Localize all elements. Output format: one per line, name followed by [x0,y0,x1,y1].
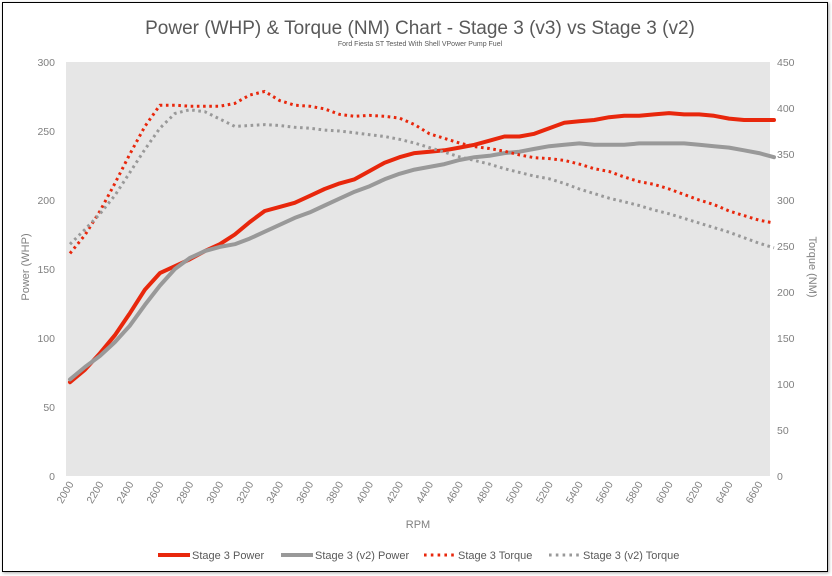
y2-tick-label: 150 [777,333,795,345]
y-tick-label: 300 [37,57,55,69]
y2-tick-label: 0 [777,471,783,483]
x-tick-label: 3400 [264,479,286,505]
legend-label: Stage 3 Power [192,550,264,562]
legend-label: Stage 3 (v2) Power [315,550,409,562]
x-tick-label: 2400 [114,479,136,505]
y-tick-label: 150 [37,264,55,276]
x-tick-label: 5800 [624,479,646,505]
y2-tick-label: 450 [777,57,795,69]
chart-legend: Stage 3 Power Stage 3 (v2) Power Stage 3 T… [158,550,679,562]
x-tick-label: 3800 [324,479,346,505]
x-tick-label: 6000 [654,479,676,505]
y2-tick-label: 100 [777,379,795,391]
y2-tick-label: 250 [777,241,795,253]
y-axis-label: Power (WHP) [20,233,32,300]
x-tick-label: 4200 [384,479,406,505]
x-axis-ticks: 2000 2200 2400 2600 2800 3000 3200 3400 3600 3800… [55,479,766,505]
series-line-stage-3-v2-torque [68,108,775,250]
x-tick-label: 2800 [174,479,196,505]
y2-tick-label: 350 [777,149,795,161]
y2-tick-label: 400 [777,103,795,115]
series-layer [68,89,776,385]
x-tick-label: 2000 [55,479,77,505]
y-axis-ticks: 0 50 100 150 200 250 300 [37,57,55,483]
x-tick-label: 5000 [504,479,526,505]
x-tick-label: 5400 [564,479,586,505]
x-tick-label: 4800 [474,479,496,505]
x-tick-label: 4000 [354,479,376,505]
y2-axis-label: Torque (NM) [806,236,818,297]
series-line-stage-3-torque [68,89,775,255]
x-tick-label: 2600 [144,479,166,505]
y2-tick-label: 300 [777,195,795,207]
chart-subtitle: Ford Fiesta ST Tested With Shell VPower … [338,41,503,48]
x-tick-label: 6400 [714,479,736,505]
legend-label: Stage 3 (v2) Torque [583,550,679,562]
x-tick-label: 5600 [594,479,616,505]
chart-title: Power (WHP) & Torque (NM) Chart - Stage … [145,18,695,39]
x-tick-label: 6600 [744,479,766,505]
y-tick-label: 200 [37,195,55,207]
power-torque-chart: Power (WHP) & Torque (NM) Chart - Stage … [20,18,818,562]
y-tick-label: 100 [37,333,55,345]
legend-label: Stage 3 Torque [458,550,532,562]
y2-tick-label: 50 [777,425,789,437]
y2-tick-label: 200 [777,287,795,299]
x-axis-label: RPM [406,519,430,531]
x-tick-label: 6200 [684,479,706,505]
x-tick-label: 3600 [294,479,316,505]
y-tick-label: 250 [37,126,55,138]
x-tick-label: 5200 [534,479,556,505]
x-tick-label: 4400 [414,479,436,505]
plot-area [66,62,770,476]
series-line-stage-3-v2-power [68,141,776,382]
y-tick-label: 0 [49,471,55,483]
y2-axis-ticks: 0 50 100 150 200 250 300 350 400 450 [777,57,795,483]
x-tick-label: 3000 [204,479,226,505]
x-tick-label: 2200 [84,479,106,505]
x-tick-label: 3200 [234,479,256,505]
x-tick-label: 4600 [444,479,466,505]
y-tick-label: 50 [43,402,55,414]
